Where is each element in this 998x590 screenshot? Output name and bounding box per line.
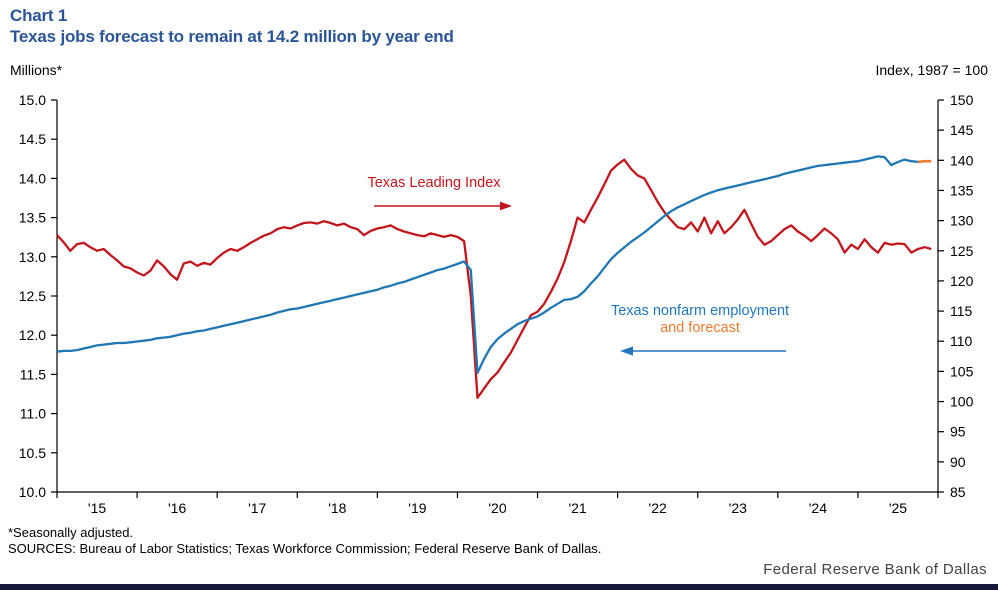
- y-left-tick-label: 11.5: [20, 366, 46, 382]
- x-tick-label: '15: [88, 500, 106, 516]
- footnote-sources: SOURCES: Bureau of Labor Statistics; Tex…: [8, 541, 602, 556]
- y-left-tick-label: 13.0: [19, 249, 46, 265]
- y-right-tick-label: 125: [950, 243, 974, 259]
- y-right-tick-label: 95: [950, 424, 966, 440]
- y-left-tick-label: 11.0: [20, 406, 46, 422]
- y-right-tick-label: 110: [950, 333, 973, 349]
- x-tick-label: '23: [729, 500, 747, 516]
- y-right-tick-label: 120: [950, 273, 974, 289]
- y-left-tick-label: 13.5: [19, 210, 46, 226]
- y-right-tick-label: 150: [950, 92, 974, 108]
- employment-arrowhead: [620, 346, 633, 356]
- y-left-tick-label: 12.0: [19, 327, 46, 343]
- x-tick-label: '20: [488, 500, 506, 516]
- y-right-tick-label: 90: [950, 454, 966, 470]
- chart-number: Chart 1: [10, 6, 68, 25]
- footnote-seasonally-adjusted: *Seasonally adjusted.: [8, 525, 134, 540]
- y-right-tick-label: 140: [950, 152, 974, 168]
- x-tick-label: '16: [168, 500, 186, 516]
- y-right-tick-label: 105: [950, 363, 974, 379]
- branding-bank-name: Federal Reserve Bank of Dallas: [763, 561, 987, 578]
- left-axis-title: Millions*: [10, 62, 63, 78]
- x-tick-label: '18: [328, 500, 346, 516]
- series-employment-forecast: [917, 159, 932, 164]
- red-series-label: Texas Leading Index: [367, 175, 501, 191]
- footer-bar: [0, 584, 998, 590]
- y-right-tick-label: 145: [950, 122, 974, 138]
- y-right-tick-label: 85: [950, 484, 966, 500]
- y-left-tick-label: 12.5: [19, 288, 46, 304]
- x-tick-label: '25: [889, 500, 907, 516]
- y-left-tick-label: 14.5: [19, 131, 46, 147]
- x-tick-label: '19: [408, 500, 426, 516]
- y-left-tick-label: 10.5: [19, 445, 46, 461]
- y-right-tick-label: 115: [950, 303, 973, 319]
- chart-title: Texas jobs forecast to remain at 14.2 mi…: [10, 27, 454, 46]
- y-left-tick-label: 15.0: [19, 92, 46, 108]
- y-right-tick-label: 100: [950, 394, 974, 410]
- y-left-tick-label: 14.0: [19, 170, 46, 186]
- y-right-tick-label: 130: [950, 213, 974, 229]
- blue-series-label-line1: Texas nonfarm employment: [610, 303, 790, 319]
- series-texas-leading-index: [56, 158, 932, 400]
- series-texas-nonfarm-employment: [56, 155, 919, 374]
- x-tick-label: '17: [248, 500, 266, 516]
- leading-index-arrowhead: [500, 201, 512, 211]
- y-left-tick-label: 10.0: [19, 484, 46, 500]
- x-tick-label: '24: [809, 500, 827, 516]
- x-tick-label: '21: [568, 500, 586, 516]
- x-tick-label: '22: [649, 500, 667, 516]
- blue-series-label: Texas nonfarm employment and forecast: [611, 303, 789, 337]
- forecast-label: and forecast: [660, 320, 740, 336]
- right-axis-title: Index, 1987 = 100: [875, 62, 989, 78]
- y-right-tick-label: 135: [950, 182, 974, 198]
